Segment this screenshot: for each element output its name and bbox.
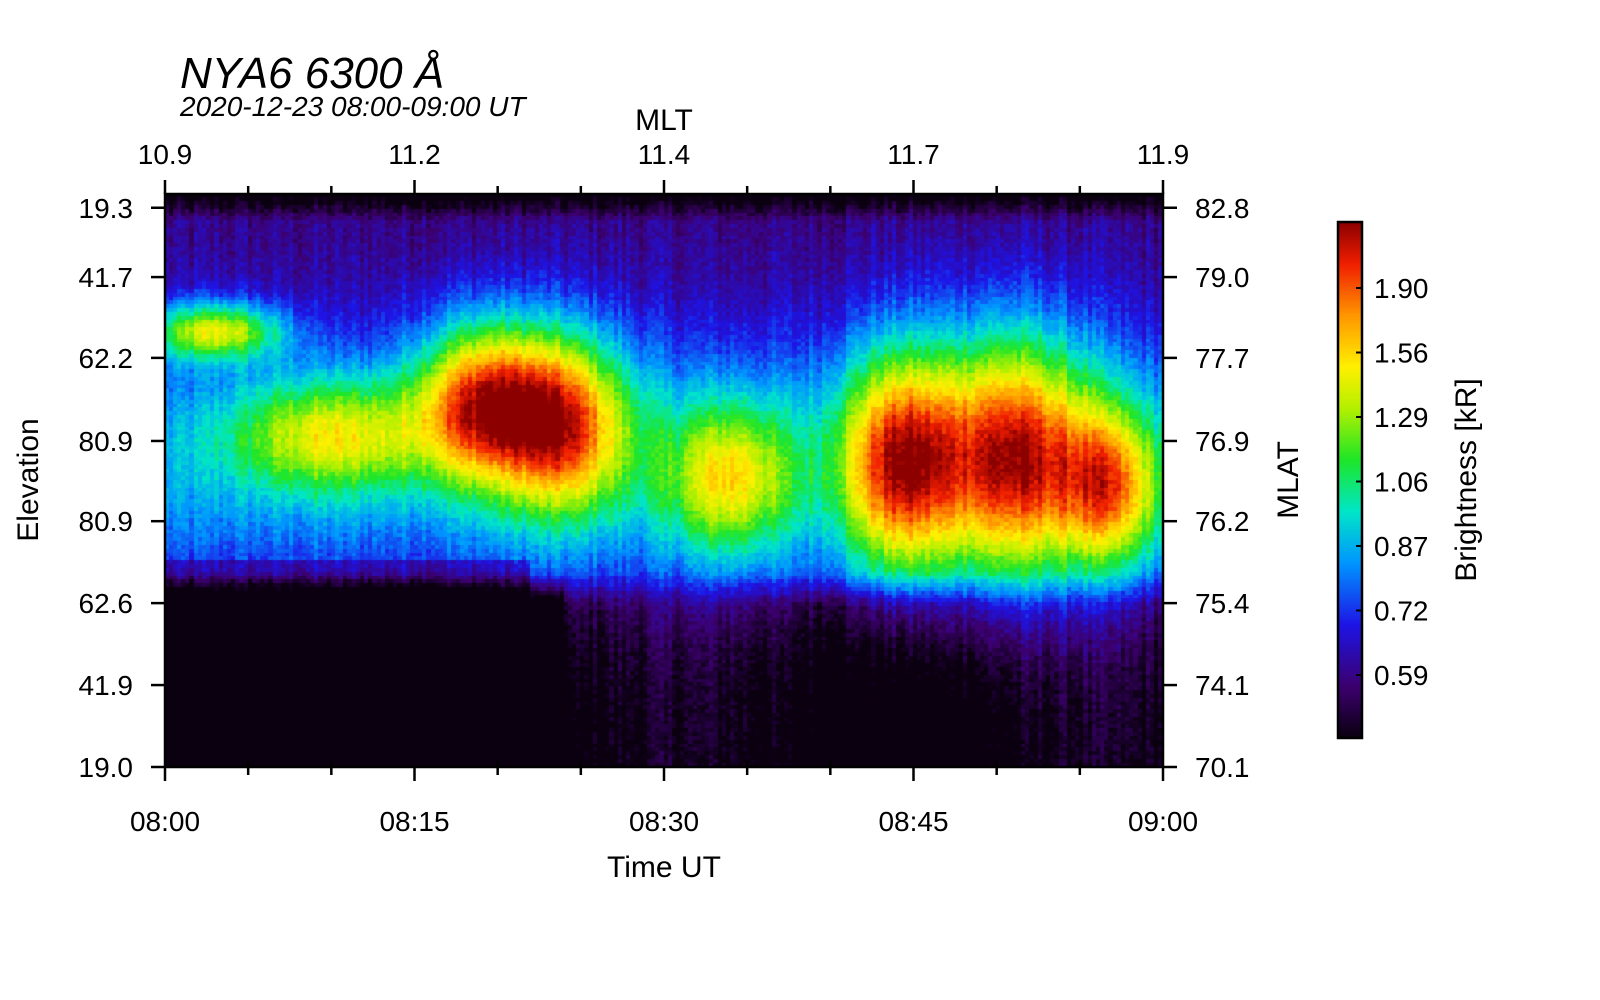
x-tick-label: 08:30 bbox=[629, 806, 699, 837]
x-tick-label: 09:00 bbox=[1128, 806, 1198, 837]
colorbar-title: Brightness [kR] bbox=[1450, 378, 1483, 581]
x-top-tick-label: 11.2 bbox=[388, 139, 440, 170]
colorbar-tick-label: 1.90 bbox=[1374, 273, 1429, 304]
y-axis-left: 19.3 41.7 62.2 80.9 80.9 62.6 41.9 19.0 bbox=[79, 193, 165, 783]
x-top-tick-label: 11.4 bbox=[638, 139, 690, 170]
x-top-tick-label: 11.7 bbox=[887, 139, 939, 170]
x-tick-label: 08:15 bbox=[379, 806, 449, 837]
x-axis-top: 10.9 11.2 11.4 11.7 11.9 bbox=[138, 139, 1189, 194]
colorbar-tick-label: 1.29 bbox=[1374, 402, 1429, 433]
y-tick-label: 19.3 bbox=[79, 193, 134, 224]
y-right-tick-label: 74.1 bbox=[1195, 670, 1250, 701]
colorbar-tick-label: 0.87 bbox=[1374, 531, 1429, 562]
y-tick-label: 41.9 bbox=[79, 670, 134, 701]
y-axis-right: 82.8 79.0 77.7 76.9 76.2 75.4 74.1 70.1 bbox=[1163, 193, 1250, 783]
y-right-tick-label: 77.7 bbox=[1195, 343, 1250, 374]
x-axis-top-title: MLT bbox=[635, 104, 693, 137]
chart-title: NYA6 6300 Å bbox=[180, 49, 444, 98]
y-tick-label: 41.7 bbox=[79, 262, 134, 293]
y-right-tick-label: 79.0 bbox=[1195, 262, 1250, 293]
chart-subtitle: 2020-12-23 08:00-09:00 UT bbox=[179, 91, 527, 122]
y-tick-label: 19.0 bbox=[79, 752, 134, 783]
y-axis-title: Elevation bbox=[12, 418, 45, 541]
colorbar bbox=[1338, 222, 1362, 738]
x-axis-title: Time UT bbox=[607, 851, 721, 884]
colorbar-tick-label: 1.56 bbox=[1374, 338, 1429, 369]
y-right-tick-label: 76.9 bbox=[1195, 426, 1250, 457]
x-axis-bottom: 08:00 08:15 08:30 08:45 09:00 bbox=[130, 761, 1198, 837]
y-tick-label: 62.2 bbox=[79, 343, 134, 374]
x-tick-label: 08:00 bbox=[130, 806, 200, 837]
heatmap-area bbox=[165, 194, 1163, 767]
y-tick-label: 80.9 bbox=[79, 506, 134, 537]
y-tick-label: 80.9 bbox=[79, 426, 134, 457]
y-right-tick-label: 75.4 bbox=[1195, 588, 1250, 619]
y-right-tick-label: 70.1 bbox=[1195, 752, 1250, 783]
colorbar-frame bbox=[1336, 220, 1364, 740]
colorbar-tick-label: 0.72 bbox=[1374, 596, 1429, 627]
y-axis-right-title: MLAT bbox=[1272, 441, 1305, 519]
y-tick-label: 62.6 bbox=[79, 588, 134, 619]
colorbar-tick-label: 0.59 bbox=[1374, 660, 1429, 691]
x-tick-label: 08:45 bbox=[878, 806, 948, 837]
y-right-tick-label: 82.8 bbox=[1195, 193, 1250, 224]
x-top-tick-label: 10.9 bbox=[138, 139, 193, 170]
x-top-tick-label: 11.9 bbox=[1137, 139, 1189, 170]
colorbar-ticks: 1.90 1.56 1.29 1.06 0.87 0.72 0.59 bbox=[1356, 273, 1429, 691]
y-right-tick-label: 76.2 bbox=[1195, 506, 1250, 537]
colorbar-tick-label: 1.06 bbox=[1374, 467, 1429, 498]
